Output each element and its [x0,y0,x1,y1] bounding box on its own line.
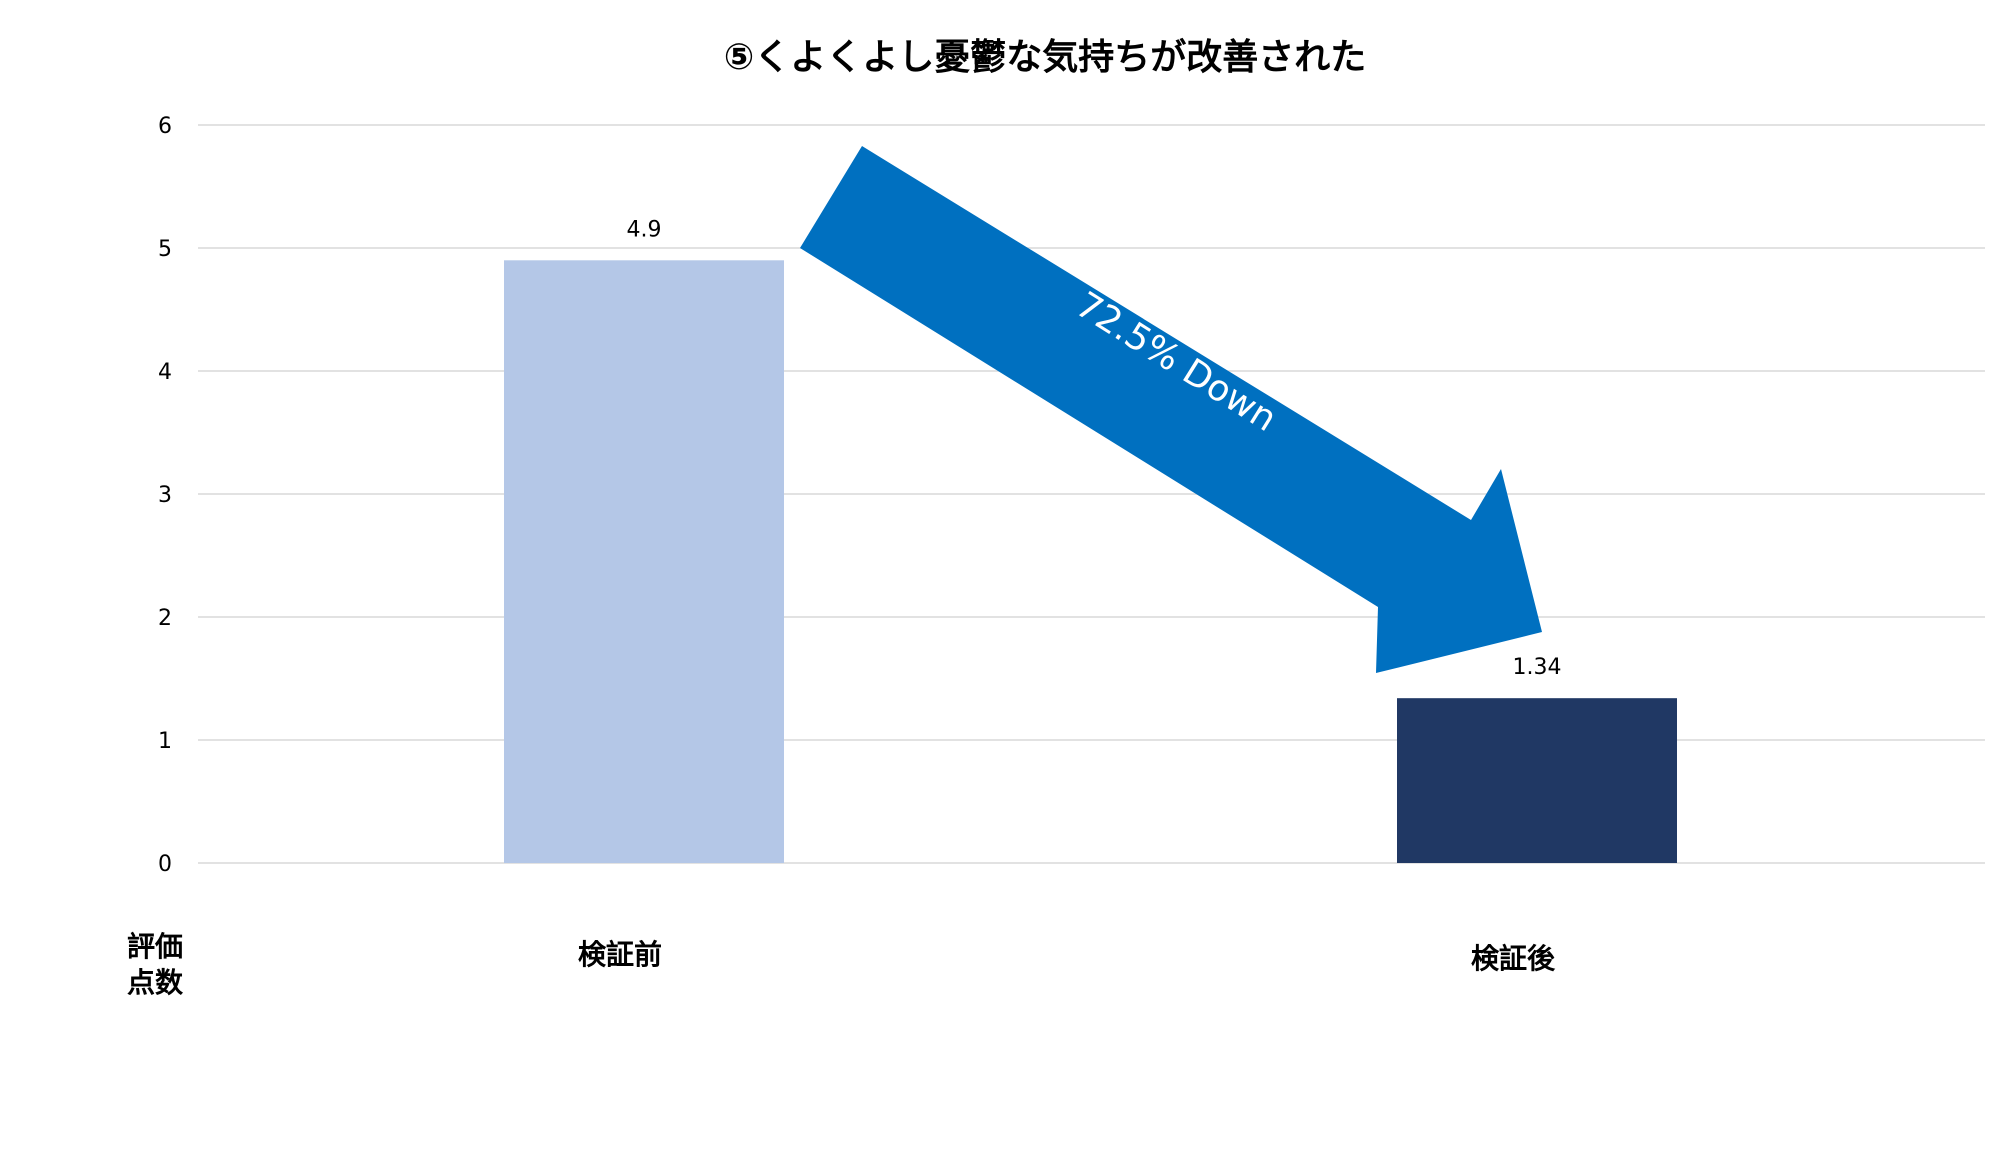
y-axis-label-line-2: 点数 [127,966,184,999]
data-label-2: 1.34 [1513,655,1562,680]
category-label-1: 検証前 [578,938,662,971]
y-tick-label: 6 [158,114,172,139]
y-tick-label: 4 [158,360,172,385]
data-labels: 4.9 1.34 [627,217,1562,680]
y-tick-label: 0 [158,852,172,877]
gridlines [198,124,1985,864]
y-tick-label: 3 [158,483,172,508]
y-tick-label: 2 [158,606,172,631]
y-tick-labels: 0 1 2 3 4 5 6 [158,114,172,877]
bar-2 [1397,698,1677,863]
y-axis-label-line-1: 評価 [127,930,183,963]
bar-1 [504,260,784,863]
down-arrow-annotation: 72.5% Down [800,146,1542,673]
bars [504,260,1677,863]
y-tick-label: 5 [158,237,172,262]
category-labels: 検証前 検証後 [578,938,1556,975]
down-arrow-icon [800,146,1542,673]
category-label-2: 検証後 [1471,942,1556,975]
y-tick-label: 1 [158,729,172,754]
chart-title: ⑤くよくよし憂鬱な気持ちが改善された [724,37,1366,78]
data-label-1: 4.9 [627,217,662,242]
